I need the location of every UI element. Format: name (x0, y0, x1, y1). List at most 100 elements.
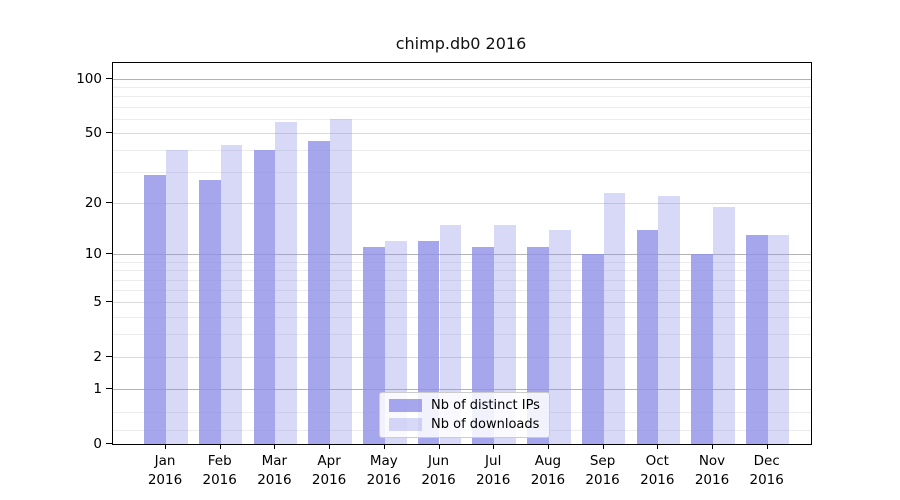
bar (494, 224, 516, 444)
x-tick-label: Sep 2016 (575, 452, 631, 490)
x-tick-year: 2016 (311, 472, 347, 488)
legend-entry-downloads: Nb of downloads (389, 417, 540, 432)
x-tick-label: Jul 2016 (465, 452, 521, 490)
y-tick-label: 20 (84, 195, 102, 212)
x-tick-year: 2016 (640, 472, 675, 488)
y-tick-label: 5 (93, 294, 102, 311)
y-tick-label: 1 (93, 381, 102, 398)
gridline-minor (113, 172, 811, 174)
legend-label-distinct-ips: Nb of distinct IPs (431, 398, 540, 413)
bar (253, 150, 276, 444)
x-tick-year: 2016 (202, 472, 237, 488)
bar (166, 150, 188, 444)
legend-swatch-distinct-ips (389, 399, 422, 412)
x-tick-label: Feb 2016 (192, 452, 248, 490)
x-tick-label: Oct 2016 (629, 452, 685, 490)
gridline-minor (113, 270, 811, 272)
bar (275, 121, 298, 444)
bar (581, 254, 604, 444)
y-tick-label: 0 (93, 436, 102, 452)
x-tick-label: Apr 2016 (301, 452, 357, 490)
x-tick-label: Nov 2016 (684, 452, 740, 490)
bar (767, 235, 790, 444)
x-tick-mark (766, 444, 768, 449)
x-tick-year: 2016 (147, 472, 183, 488)
legend: Nb of distinct IPs Nb of downloads (379, 392, 550, 438)
y-tick-mark (106, 202, 112, 204)
x-tick-mark (438, 444, 440, 449)
plot-area (112, 62, 812, 445)
x-tick-label: Dec 2016 (739, 452, 795, 490)
bar (636, 229, 659, 444)
y-tick-label: 2 (93, 349, 102, 366)
bar (691, 254, 713, 444)
gridline-minor (113, 87, 811, 89)
y-tick-label: 10 (84, 246, 102, 263)
y-tick-label: 50 (84, 125, 102, 142)
y-tick-label: 100 (76, 71, 102, 87)
bar (330, 118, 352, 444)
gridline (113, 357, 811, 359)
x-tick-mark (165, 444, 166, 449)
bar (548, 229, 571, 444)
x-tick-label: Mar 2016 (246, 452, 302, 490)
x-tick-mark (219, 444, 221, 449)
legend-entry-distinct-ips: Nb of distinct IPs (389, 398, 540, 413)
bar (603, 192, 626, 444)
x-tick-mark (329, 444, 331, 449)
x-tick-mark (547, 444, 549, 449)
bar (439, 224, 462, 444)
legend-label-downloads: Nb of downloads (431, 417, 540, 432)
gridline-minor (113, 279, 811, 281)
gridline-minor (113, 316, 811, 318)
bar (220, 144, 243, 444)
x-tick-label: Jun 2016 (411, 452, 467, 490)
gridline (113, 254, 811, 256)
gridline-minor (113, 106, 811, 108)
x-tick-mark (712, 444, 713, 449)
x-tick-mark (602, 444, 604, 449)
y-tick-mark (106, 356, 112, 358)
bar (198, 180, 221, 444)
bar (745, 235, 768, 444)
y-tick-mark (106, 443, 112, 444)
x-tick-year: 2016 (257, 472, 292, 488)
bar (308, 141, 331, 444)
gridline-minor (113, 150, 811, 152)
x-tick-label: May 2016 (356, 452, 412, 490)
x-tick-mark (493, 444, 495, 449)
bar (144, 175, 166, 444)
gridline-minor (113, 118, 811, 120)
y-tick-mark (106, 253, 112, 255)
gridline-minor (113, 96, 811, 98)
gridline (113, 133, 811, 135)
x-tick-year: 2016 (694, 472, 730, 488)
x-tick-mark (274, 444, 276, 449)
x-tick-mark (657, 444, 659, 449)
gridline (113, 203, 811, 205)
y-tick-mark (106, 78, 112, 79)
gridline-minor (113, 290, 811, 292)
x-tick-year: 2016 (421, 472, 456, 488)
bar (658, 196, 681, 444)
x-tick-mark (383, 444, 385, 449)
x-tick-year: 2016 (749, 472, 784, 488)
x-tick-year: 2016 (530, 472, 566, 488)
gridline-minor (113, 334, 811, 336)
gridline-minor (113, 261, 811, 263)
x-tick-year: 2016 (585, 472, 620, 488)
gridline (113, 79, 811, 80)
y-tick-mark (106, 301, 112, 303)
gridline (113, 302, 811, 304)
legend-swatch-downloads (389, 418, 422, 431)
x-tick-year: 2016 (366, 472, 401, 488)
bar (713, 207, 735, 444)
y-tick-mark (106, 132, 112, 134)
chart-title: chimp.db0 2016 (395, 34, 527, 53)
gridline (113, 389, 811, 391)
x-tick-year: 2016 (476, 472, 511, 488)
y-tick-mark (106, 388, 112, 390)
x-tick-label: Jan 2016 (137, 452, 193, 490)
x-tick-label: Aug 2016 (520, 452, 576, 490)
